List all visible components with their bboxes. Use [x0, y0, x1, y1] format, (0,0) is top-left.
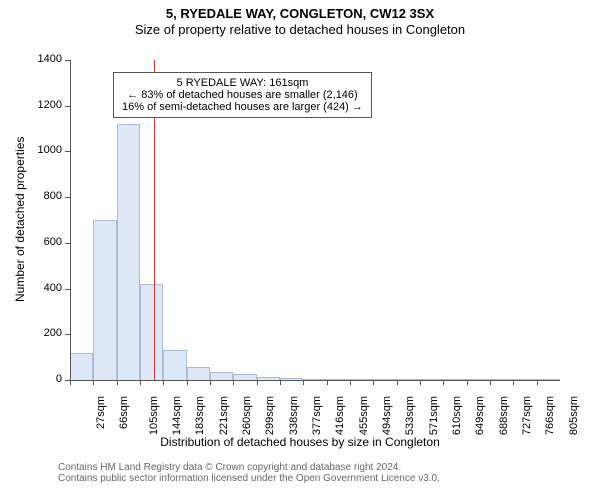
- x-tick-label: 27sqm: [95, 396, 107, 429]
- chart-subtitle: Size of property relative to detached ho…: [0, 22, 600, 37]
- histogram-bar: [93, 220, 116, 380]
- x-tick-label: 416sqm: [334, 396, 346, 435]
- x-tick-label: 649sqm: [474, 396, 486, 435]
- y-tick-label: 600: [22, 236, 62, 248]
- x-tick-label: 727sqm: [521, 396, 533, 435]
- x-tick-label: 105sqm: [148, 396, 160, 435]
- attribution-line1: Contains HM Land Registry data © Crown c…: [58, 462, 440, 473]
- x-axis-line: [70, 380, 560, 381]
- x-tick-label: 494sqm: [381, 396, 393, 435]
- histogram-bar: [187, 367, 210, 380]
- info-tooltip-box: 5 RYEDALE WAY: 161sqm ← 83% of detached …: [113, 72, 372, 118]
- x-tick-label: 338sqm: [288, 396, 300, 435]
- x-tick-label: 260sqm: [241, 396, 253, 435]
- x-tick-label: 221sqm: [218, 396, 230, 435]
- info-box-line2: ← 83% of detached houses are smaller (2,…: [122, 89, 363, 101]
- histogram-bar: [140, 284, 163, 380]
- attribution: Contains HM Land Registry data © Crown c…: [58, 462, 440, 484]
- y-tick-label: 200: [22, 327, 62, 339]
- x-tick-label: 688sqm: [498, 396, 510, 435]
- y-tick-label: 1000: [22, 144, 62, 156]
- x-tick-label: 766sqm: [544, 396, 556, 435]
- x-tick-label: 66sqm: [118, 396, 130, 429]
- x-tick-label: 183sqm: [194, 396, 206, 435]
- attribution-line2: Contains public sector information licen…: [58, 473, 440, 484]
- x-tick-label: 571sqm: [428, 396, 440, 435]
- x-tick-label: 455sqm: [358, 396, 370, 435]
- y-tick-label: 400: [22, 282, 62, 294]
- x-tick-label: 533sqm: [404, 396, 416, 435]
- histogram-bar: [210, 372, 233, 380]
- chart-title: 5, RYEDALE WAY, CONGLETON, CW12 3SX: [0, 6, 600, 21]
- y-axis-label: Number of detached properties: [13, 142, 27, 302]
- x-tick-label: 805sqm: [568, 396, 580, 435]
- histogram-bar: [163, 350, 186, 380]
- histogram-bar: [117, 124, 140, 380]
- y-tick-label: 800: [22, 190, 62, 202]
- y-tick-label: 0: [22, 373, 62, 385]
- info-box-line3: 16% of semi-detached houses are larger (…: [122, 101, 363, 113]
- info-box-line1: 5 RYEDALE WAY: 161sqm: [122, 77, 363, 89]
- x-tick-label: 299sqm: [264, 396, 276, 435]
- x-tick-label: 377sqm: [311, 396, 323, 435]
- chart-container: 5, RYEDALE WAY, CONGLETON, CW12 3SX Size…: [0, 0, 600, 500]
- y-tick-label: 1400: [22, 53, 62, 65]
- y-axis-line: [70, 60, 71, 380]
- y-tick-label: 1200: [22, 99, 62, 111]
- histogram-bar: [70, 353, 93, 380]
- x-tick-label: 610sqm: [451, 396, 463, 435]
- x-axis-label: Distribution of detached houses by size …: [0, 435, 600, 449]
- x-tick-label: 144sqm: [171, 396, 183, 435]
